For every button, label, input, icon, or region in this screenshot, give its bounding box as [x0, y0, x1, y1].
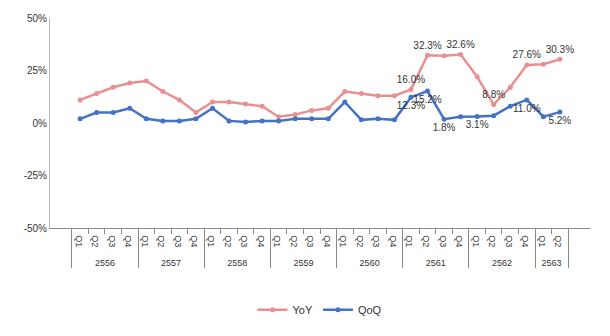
svg-text:2561: 2561 — [426, 258, 446, 268]
svg-text:QoQ: QoQ — [358, 304, 382, 316]
svg-text:32.3%: 32.3% — [413, 40, 441, 51]
svg-text:27.6%: 27.6% — [513, 49, 541, 60]
svg-text:2563: 2563 — [542, 258, 562, 268]
svg-text:Q4: Q4 — [520, 235, 530, 247]
svg-text:Q3: Q3 — [438, 235, 448, 247]
svg-text:Q1: Q1 — [404, 235, 414, 247]
svg-text:Q2: Q2 — [223, 235, 233, 247]
svg-text:Q1: Q1 — [537, 235, 547, 247]
svg-text:YoY: YoY — [293, 304, 313, 316]
svg-text:2562: 2562 — [492, 258, 512, 268]
svg-text:3.1%: 3.1% — [466, 119, 489, 130]
svg-text:11.0%: 11.0% — [513, 103, 541, 114]
svg-text:32.6%: 32.6% — [446, 39, 474, 50]
svg-text:16.0%: 16.0% — [397, 74, 425, 85]
svg-text:Q3: Q3 — [305, 235, 315, 247]
svg-text:25%: 25% — [27, 65, 47, 76]
svg-text:2557: 2557 — [161, 258, 181, 268]
svg-text:Q2: Q2 — [487, 235, 497, 247]
svg-text:Q4: Q4 — [322, 235, 332, 247]
svg-text:Q2: Q2 — [90, 235, 100, 247]
svg-text:Q2: Q2 — [156, 235, 166, 247]
svg-text:Q3: Q3 — [173, 235, 183, 247]
svg-text:Q1: Q1 — [272, 235, 282, 247]
svg-text:2556: 2556 — [95, 258, 115, 268]
svg-text:-25%: -25% — [24, 170, 47, 181]
svg-text:Q3: Q3 — [504, 235, 514, 247]
svg-text:Q1: Q1 — [338, 235, 348, 247]
svg-text:-50%: -50% — [24, 223, 47, 234]
svg-text:15.2%: 15.2% — [413, 94, 441, 105]
svg-text:Q2: Q2 — [421, 235, 431, 247]
svg-text:Q2: Q2 — [355, 235, 365, 247]
svg-text:2560: 2560 — [360, 258, 380, 268]
svg-text:50%: 50% — [27, 13, 47, 24]
svg-text:Q4: Q4 — [454, 235, 464, 247]
svg-text:Q2: Q2 — [553, 235, 563, 247]
svg-text:Q4: Q4 — [123, 235, 133, 247]
svg-text:12.3%: 12.3% — [397, 100, 425, 111]
svg-text:8.8%: 8.8% — [482, 89, 505, 100]
svg-text:2558: 2558 — [227, 258, 247, 268]
svg-text:30.3%: 30.3% — [546, 44, 574, 55]
svg-text:Q2: Q2 — [289, 235, 299, 247]
svg-text:Q1: Q1 — [471, 235, 481, 247]
svg-text:Q4: Q4 — [189, 235, 199, 247]
svg-text:Q4: Q4 — [256, 235, 266, 247]
svg-text:1.8%: 1.8% — [433, 122, 456, 133]
svg-text:Q1: Q1 — [206, 235, 216, 247]
svg-text:Q4: Q4 — [388, 235, 398, 247]
svg-text:5.2%: 5.2% — [548, 115, 571, 126]
svg-text:0%: 0% — [33, 118, 48, 129]
svg-text:Q1: Q1 — [74, 235, 84, 247]
svg-text:2559: 2559 — [293, 258, 313, 268]
svg-text:Q3: Q3 — [107, 235, 117, 247]
svg-text:Q3: Q3 — [239, 235, 249, 247]
svg-text:Q3: Q3 — [371, 235, 381, 247]
svg-text:Q1: Q1 — [140, 235, 150, 247]
